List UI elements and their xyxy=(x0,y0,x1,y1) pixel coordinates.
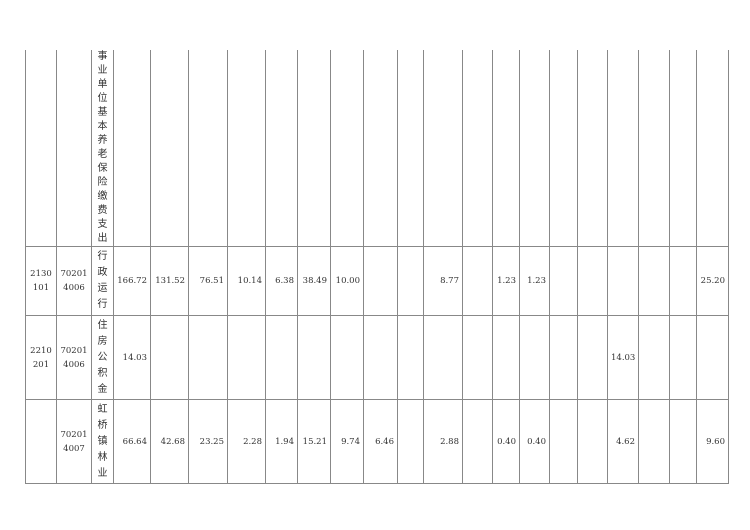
value-cell xyxy=(492,50,520,247)
value-cell xyxy=(423,315,463,400)
value-cell: 25.20 xyxy=(696,246,729,316)
value-cell xyxy=(577,399,608,484)
table-row: 事业单位基本养老保险缴费支出 xyxy=(25,50,729,247)
value-cell xyxy=(669,50,697,247)
value-cell: 131.52 xyxy=(150,246,189,316)
value-cell xyxy=(363,315,398,400)
value-cell xyxy=(363,50,398,247)
value-cell xyxy=(577,246,608,316)
table-row: 70201 4007 虹桥镇林业 66.64 42.68 23.25 2.28 1.94 15.… xyxy=(25,399,729,484)
function-code-cell: 2210 201 xyxy=(25,315,57,400)
value-cell: 1.23 xyxy=(492,246,520,316)
value-cell xyxy=(577,315,608,400)
value-cell: 8.77 xyxy=(423,246,463,316)
value-cell xyxy=(462,399,493,484)
value-cell: 76.51 xyxy=(188,246,228,316)
value-cell xyxy=(462,50,493,247)
value-cell xyxy=(549,246,578,316)
value-cell xyxy=(150,50,189,247)
value-cell: 1.94 xyxy=(265,399,298,484)
value-cell xyxy=(188,50,228,247)
value-cell xyxy=(397,315,424,400)
value-cell: 2.28 xyxy=(227,399,266,484)
value-cell: 4.62 xyxy=(607,399,639,484)
budget-table: 事业单位基本养老保险缴费支出 2130 101 70201 4006 行政运行 166.72… xyxy=(25,50,729,484)
value-cell: 6.46 xyxy=(363,399,398,484)
value-cell: 6.38 xyxy=(265,246,298,316)
value-cell xyxy=(397,50,424,247)
value-cell xyxy=(549,315,578,400)
value-cell: 10.14 xyxy=(227,246,266,316)
value-cell: 9.74 xyxy=(330,399,364,484)
value-cell xyxy=(669,315,697,400)
value-cell xyxy=(549,399,578,484)
value-cell xyxy=(227,315,266,400)
table-row: 2130 101 70201 4006 行政运行 166.72 131.52 76.51 10.… xyxy=(25,246,729,316)
value-cell xyxy=(188,315,228,400)
value-cell: 15.21 xyxy=(297,399,331,484)
value-cell xyxy=(492,315,520,400)
value-cell xyxy=(607,246,639,316)
value-cell: 23.25 xyxy=(188,399,228,484)
unit-code-cell: 70201 4007 xyxy=(56,399,92,484)
function-code-cell: 2130 101 xyxy=(25,246,57,316)
unit-code-cell: 70201 4006 xyxy=(56,315,92,400)
value-cell xyxy=(227,50,266,247)
value-cell: 0.40 xyxy=(492,399,520,484)
value-cell xyxy=(519,315,550,400)
unit-code-cell: 70201 4006 xyxy=(56,246,92,316)
value-cell xyxy=(297,315,331,400)
unit-code-cell xyxy=(56,50,92,247)
value-cell: 14.03 xyxy=(113,315,151,400)
value-cell xyxy=(265,50,298,247)
value-cell xyxy=(397,399,424,484)
value-cell xyxy=(423,50,463,247)
function-code-cell xyxy=(25,50,57,247)
value-cell: 166.72 xyxy=(113,246,151,316)
item-name-cell: 事业单位基本养老保险缴费支出 xyxy=(91,50,114,247)
value-cell xyxy=(330,315,364,400)
value-cell xyxy=(462,246,493,316)
function-code-cell xyxy=(25,399,57,484)
value-cell: 9.60 xyxy=(696,399,729,484)
value-cell xyxy=(297,50,331,247)
item-name-cell: 住房公积金 xyxy=(91,315,114,400)
value-cell: 1.23 xyxy=(519,246,550,316)
item-name-cell: 行政运行 xyxy=(91,246,114,316)
value-cell xyxy=(577,50,608,247)
value-cell xyxy=(638,50,670,247)
value-cell xyxy=(638,399,670,484)
value-cell: 38.49 xyxy=(297,246,331,316)
value-cell xyxy=(638,315,670,400)
value-cell xyxy=(549,50,578,247)
value-cell: 0.40 xyxy=(519,399,550,484)
value-cell xyxy=(363,246,398,316)
value-cell xyxy=(607,50,639,247)
value-cell xyxy=(330,50,364,247)
value-cell: 10.00 xyxy=(330,246,364,316)
value-cell: 66.64 xyxy=(113,399,151,484)
value-cell: 14.03 xyxy=(607,315,639,400)
value-cell xyxy=(265,315,298,400)
value-cell xyxy=(669,399,697,484)
table-row: 2210 201 70201 4006 住房公积金 14.03 14.03 xyxy=(25,315,729,400)
value-cell xyxy=(113,50,151,247)
value-cell xyxy=(696,315,729,400)
value-cell xyxy=(669,246,697,316)
value-cell xyxy=(462,315,493,400)
value-cell xyxy=(397,246,424,316)
item-name-cell: 虹桥镇林业 xyxy=(91,399,114,484)
value-cell: 2.88 xyxy=(423,399,463,484)
value-cell xyxy=(150,315,189,400)
value-cell xyxy=(638,246,670,316)
value-cell xyxy=(519,50,550,247)
value-cell: 42.68 xyxy=(150,399,189,484)
value-cell xyxy=(696,50,729,247)
